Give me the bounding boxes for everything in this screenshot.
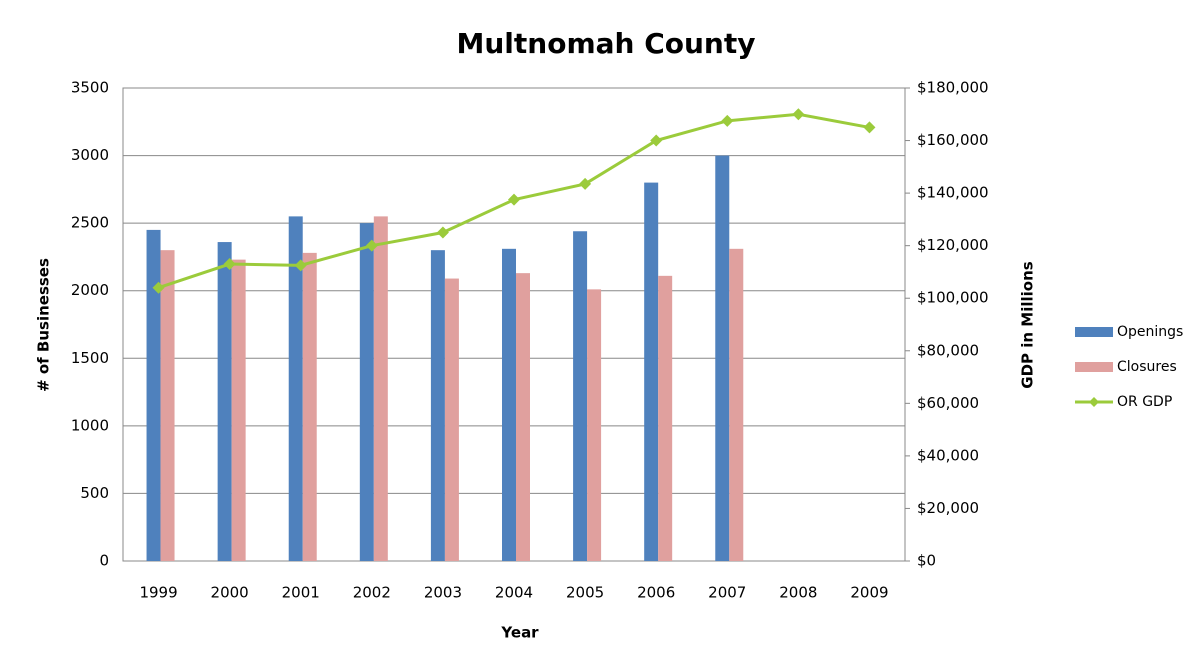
bar: [729, 248, 744, 561]
legend-swatch: [1075, 362, 1113, 372]
bar: [231, 259, 246, 561]
marker: [436, 226, 449, 239]
marker: [792, 108, 805, 121]
y2-tick-label: $120,000: [917, 236, 989, 254]
bar: [217, 242, 232, 561]
y-tick-label: 2500: [71, 214, 109, 232]
y-tick-label: 1500: [71, 349, 109, 367]
y-tick-label: 1000: [71, 416, 109, 434]
bar: [430, 250, 445, 561]
bar: [160, 250, 175, 561]
bar: [444, 278, 459, 561]
x-tick-label: 2006: [637, 584, 675, 602]
y-axis-label: # of Businesses: [35, 258, 53, 392]
y2-tick-label: $180,000: [917, 79, 989, 97]
legend-label: Closures: [1117, 359, 1177, 375]
legend-marker: [1089, 397, 1099, 407]
marker: [650, 134, 663, 147]
y2-axis-label: GDP in Millions: [1019, 261, 1037, 388]
y2-tick-label: $20,000: [917, 499, 979, 517]
x-tick-label: 2001: [282, 584, 320, 602]
y2-tick-label: $100,000: [917, 289, 989, 307]
y-tick-label: 3500: [71, 79, 109, 97]
bar: [359, 223, 374, 561]
y-tick-label: 0: [99, 552, 109, 570]
x-tick-label: 2000: [211, 584, 249, 602]
x-tick-label: 2004: [495, 584, 533, 602]
x-axis-label: Year: [500, 624, 539, 642]
bar: [644, 182, 659, 561]
y2-tick-label: $160,000: [917, 131, 989, 149]
marker: [152, 281, 165, 294]
x-tick-label: 2005: [566, 584, 604, 602]
x-tick-label: 2009: [850, 584, 888, 602]
bar: [146, 229, 161, 561]
bar: [658, 275, 673, 561]
marker: [294, 259, 307, 272]
marker: [365, 239, 378, 252]
marker: [508, 193, 520, 206]
bar: [502, 248, 516, 561]
y-tick-label: 3000: [71, 146, 109, 164]
x-tick-label: 2007: [708, 584, 746, 602]
bar: [373, 216, 388, 561]
x-tick-label: 2002: [353, 584, 391, 602]
marker: [579, 177, 592, 190]
y2-tick-label: $0: [917, 552, 936, 570]
y-tick-label: 500: [80, 484, 109, 502]
bar: [302, 252, 317, 562]
bar: [587, 289, 602, 561]
x-tick-label: 2008: [779, 584, 817, 602]
legend-label: Openings: [1117, 324, 1183, 340]
chart-title: Multnomah County: [457, 27, 756, 60]
marker: [863, 121, 876, 134]
y2-tick-label: $40,000: [917, 446, 979, 464]
y2-tick-label: $60,000: [917, 394, 979, 412]
x-tick-label: 1999: [139, 584, 177, 602]
y2-tick-label: $80,000: [917, 341, 979, 359]
marker: [721, 114, 734, 127]
bar: [516, 273, 530, 561]
y-tick-label: 2000: [71, 281, 109, 299]
legend-swatch: [1075, 327, 1113, 337]
legend-label: OR GDP: [1117, 394, 1172, 410]
bar: [573, 231, 588, 561]
marker: [223, 258, 236, 271]
x-tick-label: 2003: [424, 584, 462, 602]
bar: [715, 155, 730, 562]
y2-tick-label: $140,000: [917, 184, 989, 202]
bar: [288, 216, 303, 561]
